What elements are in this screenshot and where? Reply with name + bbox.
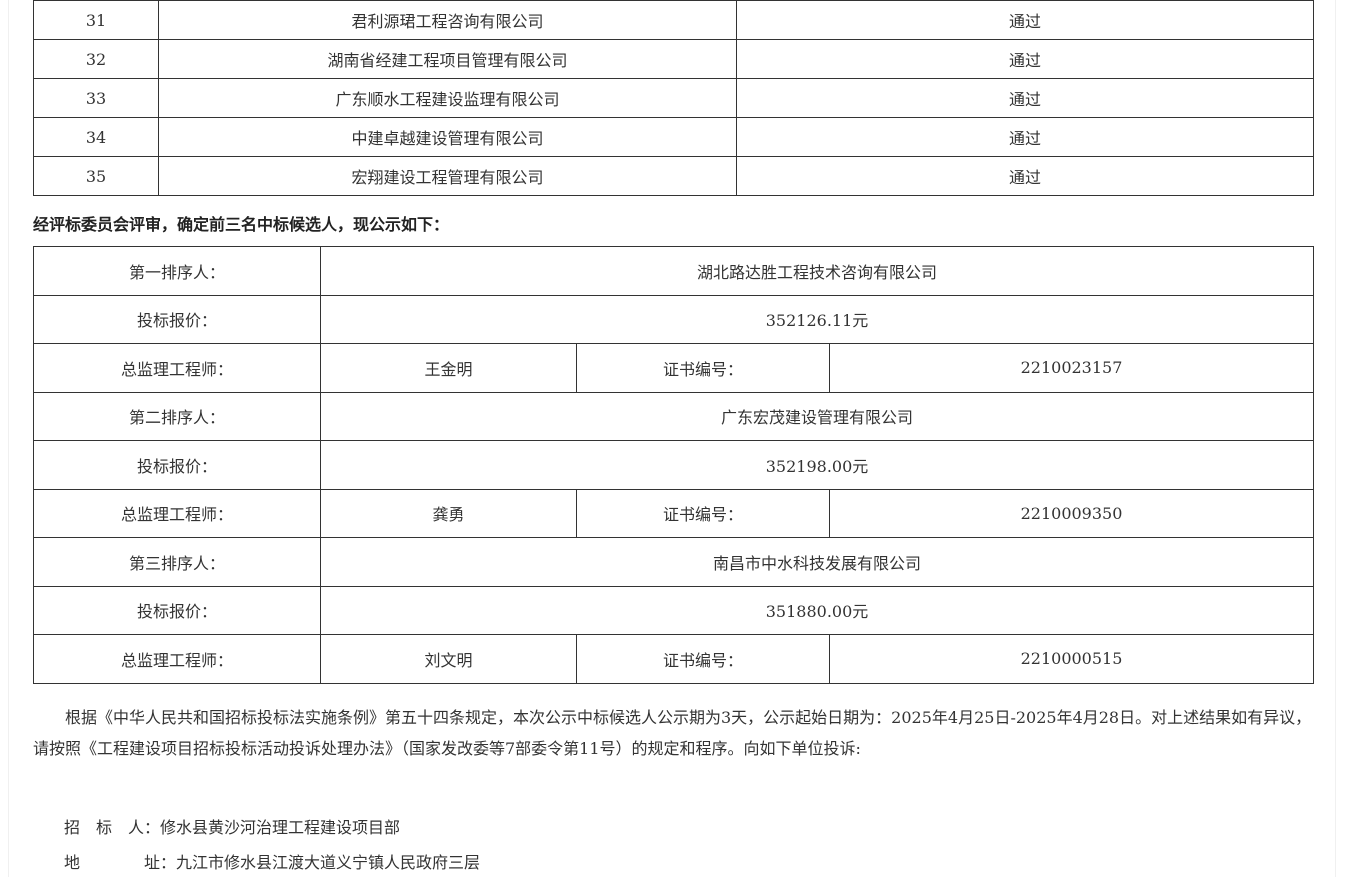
review-result: 通过 [736,117,1314,157]
table-row: 投标报价： 352198.00元 [33,440,1314,490]
rank-label: 第一排序人： [33,246,321,296]
engineer-name: 王金明 [320,343,577,393]
company-name: 君利源珺工程咨询有限公司 [158,0,737,40]
company-name: 广东顺水工程建设监理有限公司 [158,78,737,118]
row-number: 34 [33,117,159,157]
tenderer-line: 招 标 人：修水县黄沙河治理工程建设项目部 [64,814,400,838]
rank-label: 第二排序人： [33,391,321,441]
table-row: 投标报价： 351880.00元 [33,585,1314,635]
table-row: 第三排序人： 南昌市中水科技发展有限公司 [33,537,1314,587]
bid-price: 352126.11元 [320,294,1314,344]
address-value: 九江市修水县江渡大道义宁镇人民政府三层 [176,853,481,872]
row-number: 35 [33,156,159,196]
table-row: 31 君利源珺工程咨询有限公司 通过 [33,0,1314,40]
cert-number: 2210023157 [829,343,1314,393]
table-row: 35 宏翔建设工程管理有限公司 通过 [33,156,1314,196]
bid-label: 投标报价： [33,294,321,344]
tenderer-value: 修水县黄沙河治理工程建设项目部 [160,818,401,837]
cert-number: 2210000515 [829,634,1314,684]
table-row: 33 广东顺水工程建设监理有限公司 通过 [33,78,1314,118]
address-label: 地 址： [64,853,177,872]
rank-label: 第三排序人： [33,537,321,587]
table-row: 32 湖南省经建工程项目管理有限公司 通过 [33,39,1314,79]
company-name: 宏翔建设工程管理有限公司 [158,156,737,196]
candidate-company: 广东宏茂建设管理有限公司 [320,391,1314,441]
bid-price: 352198.00元 [320,440,1314,490]
review-result-table: 31 君利源珺工程咨询有限公司 通过 32 湖南省经建工程项目管理有限公司 通过 33 广东顺… [33,0,1314,196]
review-result: 通过 [736,78,1314,118]
table-row: 总监理工程师： 刘文明 证书编号： 2210000515 [33,634,1314,684]
engineer-name: 刘文明 [320,634,577,684]
cert-label: 证书编号： [576,343,830,393]
engineer-name: 龚勇 [320,488,577,538]
engineer-label: 总监理工程师： [33,343,321,393]
row-number: 32 [33,39,159,79]
company-name: 湖南省经建工程项目管理有限公司 [158,39,737,79]
candidates-table: 第一排序人： 湖北路达胜工程技术咨询有限公司 投标报价： 352126.11元 总监理工… [33,246,1314,684]
candidate-company: 湖北路达胜工程技术咨询有限公司 [320,246,1314,296]
table-row: 投标报价： 352126.11元 [33,294,1314,344]
review-result: 通过 [736,156,1314,196]
table-row: 总监理工程师： 龚勇 证书编号： 2210009350 [33,488,1314,538]
bid-price: 351880.00元 [320,585,1314,635]
table-row: 第二排序人： 广东宏茂建设管理有限公司 [33,391,1314,441]
table-row: 第一排序人： 湖北路达胜工程技术咨询有限公司 [33,246,1314,296]
review-result: 通过 [736,39,1314,79]
notice-paragraph: 根据《中华人民共和国招标投标法实施条例》第五十四条规定，本次公示中标候选人公示期… [33,708,1312,758]
review-result: 通过 [736,0,1314,40]
bid-label: 投标报价： [33,585,321,635]
row-number: 31 [33,0,159,40]
page-frame [8,0,1336,877]
row-number: 33 [33,78,159,118]
address-line: 地 址：九江市修水县江渡大道义宁镇人民政府三层 [64,849,480,873]
candidates-heading: 经评标委员会评审，确定前三名中标候选人，现公示如下： [33,215,450,234]
engineer-label: 总监理工程师： [33,634,321,684]
company-name: 中建卓越建设管理有限公司 [158,117,737,157]
bid-label: 投标报价： [33,440,321,490]
engineer-label: 总监理工程师： [33,488,321,538]
table-row: 34 中建卓越建设管理有限公司 通过 [33,117,1314,157]
cert-number: 2210009350 [829,488,1314,538]
tenderer-label: 招 标 人： [64,818,161,837]
candidate-company: 南昌市中水科技发展有限公司 [320,537,1314,587]
cert-label: 证书编号： [576,634,830,684]
table-row: 总监理工程师： 王金明 证书编号： 2210023157 [33,343,1314,393]
cert-label: 证书编号： [576,488,830,538]
